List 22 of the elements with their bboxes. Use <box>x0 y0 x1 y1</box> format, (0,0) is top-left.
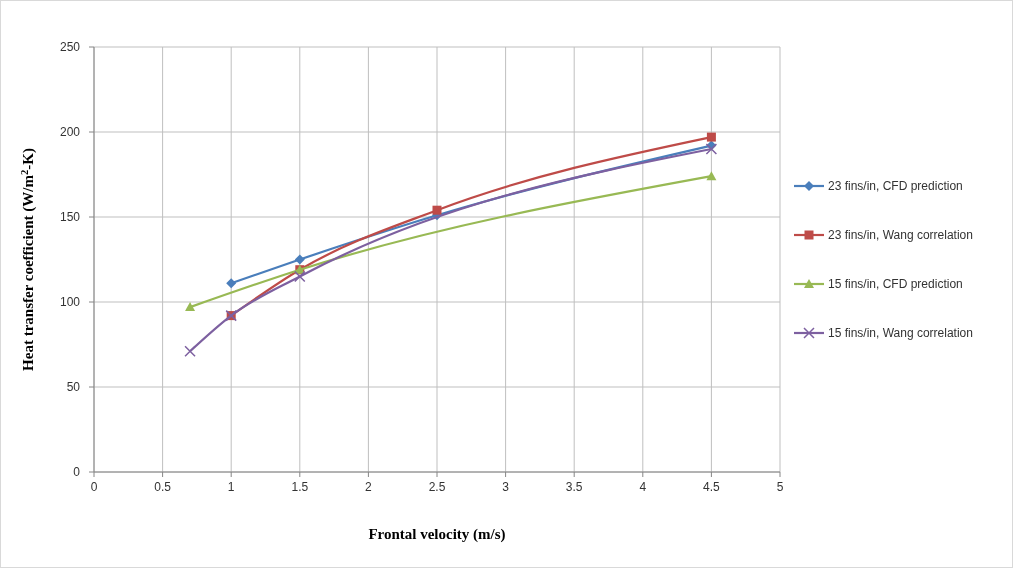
x-tick-label: 0.5 <box>154 480 172 494</box>
legend-label: 15 fins/in, Wang correlation <box>828 326 973 340</box>
y-tick-label: 100 <box>59 295 81 309</box>
y-tick-label: 200 <box>59 125 81 139</box>
x-axis-title: Frontal velocity (m/s) <box>368 526 506 543</box>
x-tick-label: 1.5 <box>291 480 309 494</box>
x-tick-label: 0 <box>90 480 98 494</box>
legend-label: 15 fins/in, CFD prediction <box>828 277 963 291</box>
x-tick-label: 2 <box>365 480 373 494</box>
y-tick-label: 50 <box>66 380 81 394</box>
y-tick-label: 150 <box>59 210 81 224</box>
x-tick-label: 5 <box>776 480 784 494</box>
x-tick-label: 4.5 <box>703 480 721 494</box>
x-tick-label: 3 <box>502 480 510 494</box>
x-tick-label: 3.5 <box>565 480 583 494</box>
legend-label: 23 fins/in, CFD prediction <box>828 179 963 193</box>
x-tick-label: 1 <box>227 480 235 494</box>
x-tick-label: 4 <box>639 480 647 494</box>
y-tick-label: 0 <box>73 465 81 479</box>
x-tick-label: 2.5 <box>428 480 446 494</box>
y-tick-label: 250 <box>59 40 81 54</box>
legend-label: 23 fins/in, Wang correlation <box>828 228 973 242</box>
